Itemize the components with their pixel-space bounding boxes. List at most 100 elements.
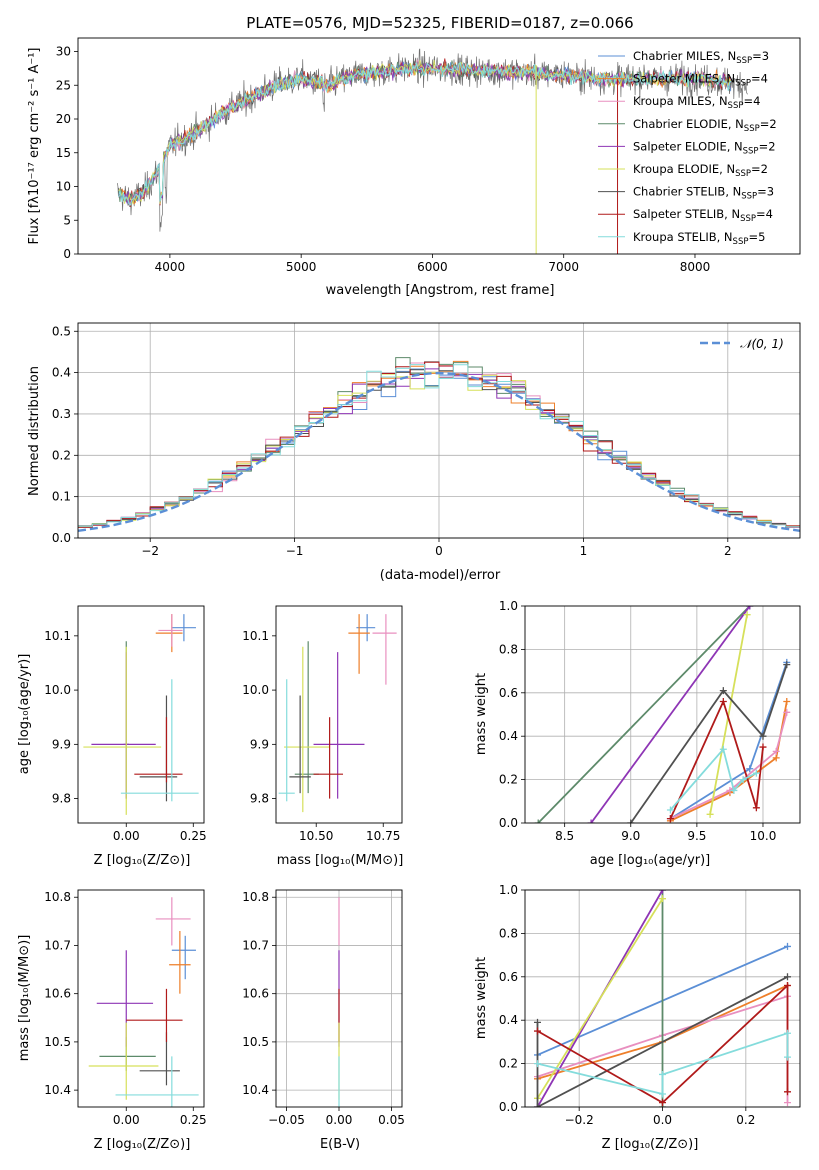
age-vs-mass-xtick-label: 10.75 <box>366 829 400 843</box>
mass-weight-marker <box>534 1060 541 1068</box>
weight-vs-age-ylabel: mass weight <box>474 673 489 755</box>
legend-label: Kroupa MILES, NSSP=4 <box>633 94 760 111</box>
weight-vs-Z-xtick-label: 0.2 <box>736 1113 755 1127</box>
weight-vs-Z-xtick-label: 0.0 <box>653 1113 672 1127</box>
mass-weight-marker <box>719 697 727 705</box>
spectrum-panel: PLATE=0576, MJD=52325, FIBERID=0187, z=0… <box>27 14 801 298</box>
age-vs-mass-ytick-label: 9.9 <box>250 737 269 751</box>
mass-vs-Z-ytick-label: 10.7 <box>44 938 71 952</box>
mass-weight-marker <box>746 606 754 610</box>
spectrum-ytick-label: 20 <box>56 112 71 126</box>
mass-vs-Z-xtick-label: 0.00 <box>113 1113 140 1127</box>
legend-label-end: =3 <box>757 185 774 199</box>
legend-label-sub: SSP <box>740 214 756 224</box>
legend-label-sub: SSP <box>735 79 751 89</box>
spectrum-xtick-label: 7000 <box>548 260 579 274</box>
mass-weight-line <box>536 898 664 1099</box>
residuals-legend-label: 𝒩(0, 1) <box>740 337 784 351</box>
mass-weight-marker <box>659 1099 666 1107</box>
age-vs-Z-frame <box>77 605 205 824</box>
weight-vs-age-xtick-label: 9.5 <box>687 829 706 843</box>
weight-vs-metallicity-panel: Z [log₁₀(Z/Z⊙)] mass weight −0.2 0.0 0.2 0.… <box>474 883 801 1152</box>
weight-vs-Z-ytick-label: 0.8 <box>499 926 518 940</box>
legend-label: Salpeter ELODIE, NSSP=2 <box>633 139 776 156</box>
residuals-ytick-label: 0.3 <box>52 407 71 421</box>
weight-vs-age-ytick-label: 0.2 <box>499 773 518 787</box>
age-vs-Z-points <box>83 614 199 815</box>
mass-vs-Z-ytick-label: 10.6 <box>44 987 71 1001</box>
legend-label-sub: SSP <box>728 101 744 111</box>
legend-label-main: Kroupa ELODIE, N <box>633 162 735 176</box>
legend-label-main: Chabrier ELODIE, N <box>633 117 744 131</box>
spectrum-xtick-label: 4000 <box>155 260 186 274</box>
weight-vs-age-panel: age [log₁₀(age/yr)] mass weight 8.5 9.0 9.… <box>474 599 801 868</box>
age-vs-mass-ytick-label: 10.1 <box>242 629 269 643</box>
residual-histogram-panel: (data-model)/error Normed distribution −… <box>27 322 801 583</box>
spectrum-xlabel: wavelength [Angstrom, rest frame] <box>326 283 555 298</box>
residual-histogram-series <box>78 361 800 528</box>
weight-vs-Z-frame <box>524 889 801 1108</box>
age-vs-mass-points <box>278 614 397 813</box>
mass-weight-marker <box>587 819 595 823</box>
age-vs-mass-panel: mass [log₁₀(M/M⊙)] 10.50 10.75 9.8 9.9 10.0 1… <box>242 605 404 868</box>
legend-label-end: =2 <box>751 162 768 176</box>
legend-label: Salpeter MILES, NSSP=4 <box>633 72 768 89</box>
mass-vs-Z-xtick-label: 0.25 <box>180 1113 207 1127</box>
mass-vs-ebv-ytick-label: 10.8 <box>242 890 269 904</box>
mass-weight-line <box>630 664 788 823</box>
legend-label-sub: SSP <box>744 124 760 134</box>
mass-weight-marker <box>746 765 754 773</box>
legend-label: Kroupa STELIB, NSSP=5 <box>633 230 765 247</box>
weight-vs-age-ytick-label: 0.8 <box>499 642 518 656</box>
age-vs-Z-ytick-label: 9.8 <box>52 792 71 806</box>
legend-label-end: =4 <box>743 94 760 108</box>
residuals-xtick-label: −1 <box>286 544 304 558</box>
age-vs-mass-xlabel: mass [log₁₀(M/M⊙)] <box>277 853 404 868</box>
mass-weight-marker <box>666 806 674 814</box>
weight-vs-age-frame <box>524 605 801 824</box>
mass-weight-marker <box>627 819 635 823</box>
residuals-xlabel: (data-model)/error <box>380 568 501 583</box>
spectrum-ytick-label: 25 <box>56 78 71 92</box>
mass-weight-marker <box>784 1088 791 1096</box>
mass-vs-Z-ytick-label: 10.8 <box>44 890 71 904</box>
mass-weight-marker <box>752 804 760 812</box>
weight-vs-age-ytick-label: 0.0 <box>499 816 518 830</box>
age-vs-Z-ytick-label: 10.1 <box>44 629 71 643</box>
mass-vs-ebv-ytick-label: 10.6 <box>242 987 269 1001</box>
weight-vs-age-ytick-label: 0.6 <box>499 686 518 700</box>
residual-histogram-series <box>78 364 800 528</box>
weight-vs-age-xtick-label: 8.5 <box>555 829 574 843</box>
weight-vs-Z-ylabel: mass weight <box>474 957 489 1039</box>
mass-weight-marker <box>759 732 767 740</box>
mass-weight-marker <box>784 942 791 950</box>
mass-weight-marker <box>534 1027 541 1035</box>
weight-vs-Z-ytick-label: 0.4 <box>499 1013 518 1027</box>
mass-vs-ebv-panel: E(B-V) −0.05 0.00 0.05 10.4 10.5 10.6 10.7 10.8 <box>242 889 405 1152</box>
legend-label: Chabrier STELIB, NSSP=3 <box>633 185 774 202</box>
legend-label: Chabrier ELODIE, NSSP=2 <box>633 117 777 134</box>
legend-label-main: Salpeter MILES, N <box>633 72 735 86</box>
mass-vs-Z-xlabel: Z [log₁₀(Z/Z⊙)] <box>94 1137 191 1152</box>
mass-vs-ebv-xtick-label: 0.05 <box>378 1113 405 1127</box>
residuals-bars <box>78 357 800 532</box>
legend-label-end: =4 <box>756 207 773 221</box>
legend-label: Salpeter STELIB, NSSP=4 <box>633 207 773 224</box>
mass-weight-line <box>670 712 788 820</box>
legend-label-end: =3 <box>752 49 769 63</box>
legend-label-main: Kroupa MILES, N <box>633 94 728 108</box>
mass-weight-marker <box>783 697 791 705</box>
spectrum-ytick-label: 5 <box>63 213 71 227</box>
residuals-ytick-label: 0.0 <box>52 531 71 545</box>
mass-weight-marker <box>783 708 791 716</box>
mass-vs-ebv-ytick-label: 10.5 <box>242 1035 269 1049</box>
weight-vs-age-xtick-label: 10.0 <box>750 829 777 843</box>
mass-vs-Z-points <box>88 897 199 1107</box>
residuals-xtick-label: 1 <box>580 544 588 558</box>
mass-vs-ebv-xtick-label: −0.05 <box>268 1113 305 1127</box>
spectrum-xtick-label: 8000 <box>680 260 711 274</box>
age-vs-Z-xtick-label: 0.25 <box>180 829 207 843</box>
weight-vs-Z-xlabel: Z [log₁₀(Z/Z⊙)] <box>602 1137 699 1152</box>
mass-weight-marker <box>784 1029 791 1037</box>
